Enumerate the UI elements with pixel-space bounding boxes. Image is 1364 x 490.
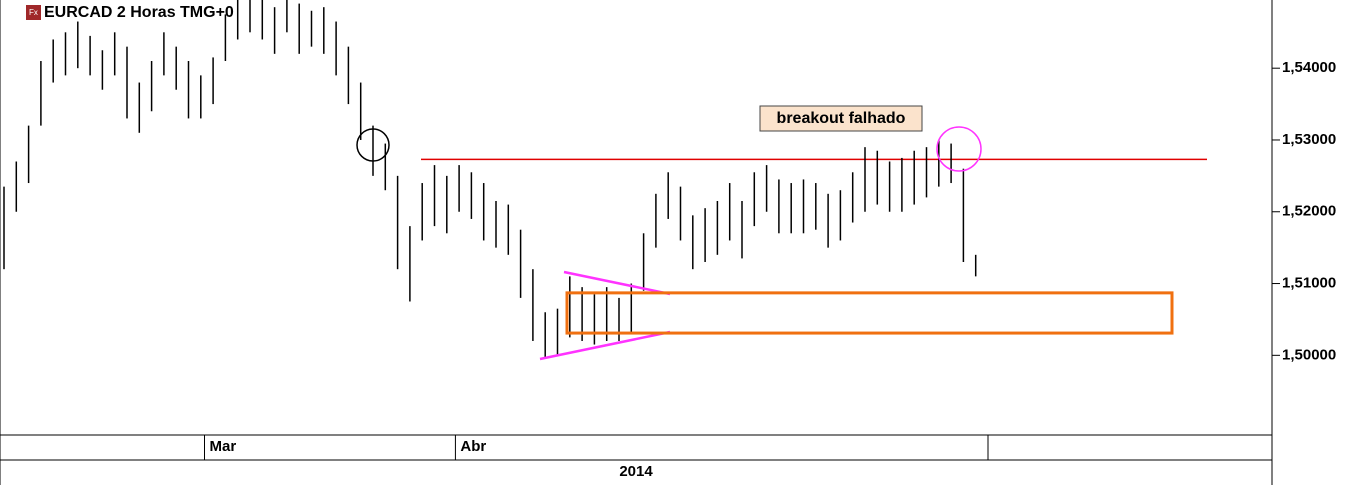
title-icon xyxy=(26,5,41,20)
y-tick-label: 1,52000 xyxy=(1282,203,1336,220)
triangle-lower xyxy=(539,330,671,361)
year-label: 2014 xyxy=(619,463,653,480)
annotation: breakout falhado xyxy=(777,110,906,127)
y-tick-label: 1,51000 xyxy=(1282,275,1336,292)
chart-title: EURCAD 2 Horas TMG+0 xyxy=(44,4,234,21)
marker-circle xyxy=(936,126,982,172)
x-tick-label: Mar xyxy=(209,438,236,455)
y-tick-label: 1,54000 xyxy=(1282,59,1336,76)
support-zone xyxy=(565,291,1174,335)
triangle-upper xyxy=(563,270,671,296)
marker-circle xyxy=(356,128,390,162)
y-tick-label: 1,53000 xyxy=(1282,131,1336,148)
annotation-box xyxy=(759,105,923,132)
x-tick-label: Abr xyxy=(460,438,486,455)
title-icon-label: Fx xyxy=(29,8,38,17)
y-tick-label: 1,50000 xyxy=(1282,346,1336,363)
